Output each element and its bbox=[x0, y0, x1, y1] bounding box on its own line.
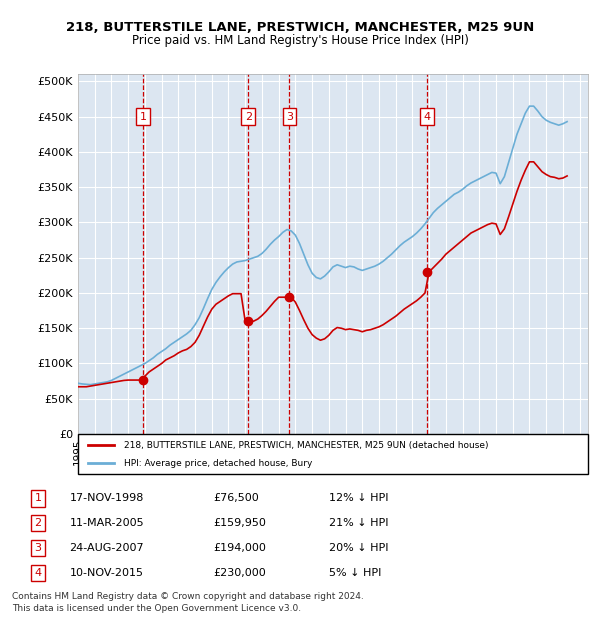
Text: 1: 1 bbox=[34, 493, 41, 503]
FancyBboxPatch shape bbox=[78, 434, 588, 474]
Text: 5% ↓ HPI: 5% ↓ HPI bbox=[329, 568, 381, 578]
Text: £76,500: £76,500 bbox=[214, 493, 259, 503]
Text: 17-NOV-1998: 17-NOV-1998 bbox=[70, 493, 144, 503]
Text: £194,000: £194,000 bbox=[214, 543, 266, 553]
Text: 218, BUTTERSTILE LANE, PRESTWICH, MANCHESTER, M25 9UN: 218, BUTTERSTILE LANE, PRESTWICH, MANCHE… bbox=[66, 22, 534, 34]
Text: 2: 2 bbox=[245, 112, 252, 122]
Text: 2: 2 bbox=[34, 518, 41, 528]
Text: 21% ↓ HPI: 21% ↓ HPI bbox=[329, 518, 388, 528]
Text: 4: 4 bbox=[34, 568, 41, 578]
Text: Price paid vs. HM Land Registry's House Price Index (HPI): Price paid vs. HM Land Registry's House … bbox=[131, 34, 469, 46]
Text: This data is licensed under the Open Government Licence v3.0.: This data is licensed under the Open Gov… bbox=[12, 604, 301, 613]
Text: 11-MAR-2005: 11-MAR-2005 bbox=[70, 518, 144, 528]
Text: 12% ↓ HPI: 12% ↓ HPI bbox=[329, 493, 388, 503]
Text: £230,000: £230,000 bbox=[214, 568, 266, 578]
Text: 218, BUTTERSTILE LANE, PRESTWICH, MANCHESTER, M25 9UN (detached house): 218, BUTTERSTILE LANE, PRESTWICH, MANCHE… bbox=[124, 441, 488, 450]
Text: 1: 1 bbox=[139, 112, 146, 122]
Text: Contains HM Land Registry data © Crown copyright and database right 2024.: Contains HM Land Registry data © Crown c… bbox=[12, 592, 364, 601]
Text: £159,950: £159,950 bbox=[214, 518, 266, 528]
Text: 3: 3 bbox=[34, 543, 41, 553]
Text: 24-AUG-2007: 24-AUG-2007 bbox=[70, 543, 144, 553]
Text: 10-NOV-2015: 10-NOV-2015 bbox=[70, 568, 143, 578]
Text: 4: 4 bbox=[423, 112, 430, 122]
Text: 20% ↓ HPI: 20% ↓ HPI bbox=[329, 543, 388, 553]
Text: HPI: Average price, detached house, Bury: HPI: Average price, detached house, Bury bbox=[124, 459, 312, 467]
Text: 3: 3 bbox=[286, 112, 293, 122]
